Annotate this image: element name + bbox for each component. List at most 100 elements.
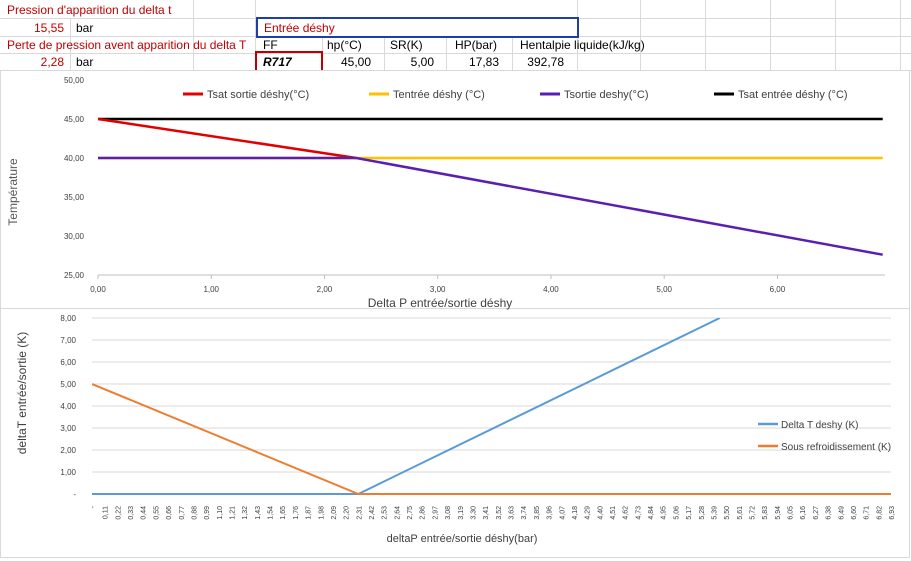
chart2-xtick-label: 2,31 bbox=[356, 506, 363, 520]
chart2-xtick-label: 2,86 bbox=[420, 506, 427, 520]
chart1-ytick-label: 40,00 bbox=[64, 154, 85, 163]
chart2-ytick-label: 1,00 bbox=[60, 468, 76, 477]
chart2-ytick-label: 2,00 bbox=[60, 446, 76, 455]
chart2-series-line bbox=[92, 383, 891, 495]
chart2-xtick-label: 3,85 bbox=[534, 506, 541, 520]
chart2-xtick-label: 3,08 bbox=[445, 506, 452, 520]
chart2-xtick-label: 5,94 bbox=[775, 506, 782, 520]
chart1-legend-label: Tsortie deshy(°C) bbox=[564, 89, 648, 101]
header-hp-bar[interactable]: HP(bar) bbox=[455, 38, 498, 52]
entree-title: Entrée déshy bbox=[264, 21, 335, 35]
chart2-xtick-label: - bbox=[90, 505, 97, 508]
value-ff: R717 bbox=[263, 55, 292, 69]
chart2-xtick-label: 6,16 bbox=[800, 506, 807, 520]
chart2-xtick-label: 2,97 bbox=[432, 506, 439, 520]
chart2-xtick-label: 2,64 bbox=[394, 506, 401, 520]
grid-line bbox=[255, 0, 256, 70]
grid-line bbox=[446, 36, 447, 70]
chart2-xtick-label: 1,98 bbox=[318, 506, 325, 520]
chart2-xtick-label: 1,65 bbox=[280, 506, 287, 520]
cell-loss-value[interactable]: 2,28 bbox=[40, 55, 64, 69]
chart2-xtick-label: 0,33 bbox=[128, 506, 135, 520]
chart2-xtick-label: 3,30 bbox=[470, 506, 477, 520]
chart2-xtick-label: 5,83 bbox=[762, 506, 769, 520]
chart2-xtick-label: 5,17 bbox=[686, 506, 693, 520]
grid-line bbox=[384, 36, 385, 70]
chart2-xtick-label: 5,28 bbox=[699, 506, 706, 520]
chart1-ytick-label: 45,00 bbox=[64, 115, 85, 124]
chart2-ytick-label: 4,00 bbox=[60, 402, 76, 411]
chart1-series-line bbox=[97, 117, 357, 160]
chart2-xtick-label: 3,74 bbox=[521, 506, 528, 520]
chart2-xtick-label: 1,87 bbox=[306, 506, 313, 520]
chart1-xtick-label: 6,00 bbox=[770, 285, 786, 294]
chart1-ytick-label: 35,00 bbox=[64, 193, 85, 202]
chart1-xlabel: Delta P entrée/sortie déshy bbox=[368, 296, 513, 310]
chart2-ytick-label: - bbox=[73, 490, 76, 499]
grid-line bbox=[900, 0, 901, 70]
chart2-xtick-label: 0,22 bbox=[115, 506, 122, 520]
grid-line bbox=[193, 0, 194, 70]
value-sr[interactable]: 5,00 bbox=[410, 55, 434, 69]
chart2-xtick-label: 2,20 bbox=[344, 506, 351, 520]
chart2-xtick-label: 3,41 bbox=[483, 506, 490, 520]
chart2-xlabel: deltaP entrée/sortie déshy(bar) bbox=[387, 533, 538, 545]
value-hentalpie[interactable]: 392,78 bbox=[527, 55, 564, 69]
chart2-xtick-label: 3,63 bbox=[509, 506, 516, 520]
chart1-series-line bbox=[98, 156, 883, 256]
chart2-legend-label: Sous refroidissement (K) bbox=[781, 442, 891, 453]
header-hentalpie[interactable]: Hentalpie liquide(kJ/kg) bbox=[520, 38, 645, 52]
chart2-xtick-label: 0,44 bbox=[141, 506, 148, 520]
header-sr[interactable]: SR(K) bbox=[390, 38, 423, 52]
chart2-xtick-label: 0,66 bbox=[166, 506, 173, 520]
chart2-xtick-label: 4,73 bbox=[635, 506, 642, 520]
chart2-xtick-label: 2,53 bbox=[382, 506, 389, 520]
cell-pressure-value[interactable]: 15,55 bbox=[33, 21, 64, 35]
chart2-xtick-label: 4,51 bbox=[610, 506, 617, 520]
cell-label-loss[interactable]: Perte de pression avent apparition du de… bbox=[7, 38, 247, 52]
chart2-xtick-label: 4,95 bbox=[661, 506, 668, 520]
grid-line bbox=[70, 18, 71, 70]
chart2-xtick-label: 4,62 bbox=[623, 506, 630, 520]
cell-pressure-unit[interactable]: bar bbox=[76, 21, 94, 35]
chart-temperature[interactable] bbox=[0, 70, 910, 310]
chart1-ytick-label: 25,00 bbox=[64, 271, 85, 280]
chart2-xtick-label: 1,21 bbox=[230, 506, 237, 520]
chart2-xtick-label: 6,82 bbox=[876, 506, 883, 520]
chart2-xtick-label: 3,19 bbox=[458, 506, 465, 520]
chart2-xtick-label: 6,71 bbox=[864, 506, 871, 520]
value-hp-bar[interactable]: 17,83 bbox=[468, 55, 499, 69]
chart2-xtick-label: 5,72 bbox=[749, 506, 756, 520]
grid-line bbox=[0, 53, 911, 54]
chart2-ytick-label: 5,00 bbox=[60, 380, 76, 389]
chart2-xtick-label: 1,10 bbox=[217, 506, 224, 520]
chart1-ytick-label: 30,00 bbox=[64, 232, 85, 241]
chart1-xtick-label: 1,00 bbox=[203, 285, 219, 294]
header-hp[interactable]: hp(°C) bbox=[327, 38, 362, 52]
chart2-xtick-label: 6,27 bbox=[813, 506, 820, 520]
chart2-xtick-label: 6,49 bbox=[838, 506, 845, 520]
chart2-ytick-label: 8,00 bbox=[60, 314, 76, 323]
cell-loss-unit[interactable]: bar bbox=[76, 55, 94, 69]
chart1-plot: 25,00 30,00 35,00 40,00 45,00 50,00 0,00 1,00 2,… bbox=[6, 76, 885, 310]
chart2-xtick-label: 2,75 bbox=[407, 506, 414, 520]
chart2-ylabel: deltaT entrée/sortie (K) bbox=[15, 332, 29, 455]
entree-title-box[interactable]: Entrée déshy bbox=[256, 17, 579, 38]
chart2-xtick-label: 0,55 bbox=[153, 506, 160, 520]
grid-line bbox=[705, 0, 706, 70]
chart2-ytick-label: 7,00 bbox=[60, 336, 76, 345]
cell-label-pressure[interactable]: Pression d'apparition du delta t bbox=[7, 3, 172, 17]
header-ff[interactable]: FF bbox=[263, 38, 278, 52]
grid-line bbox=[770, 0, 771, 70]
chart1-xtick-label: 2,00 bbox=[317, 285, 333, 294]
chart2-xtick-label: 5,39 bbox=[711, 506, 718, 520]
chart-delta-t[interactable] bbox=[0, 308, 910, 558]
chart2-xtick-label: 4,29 bbox=[585, 506, 592, 520]
chart2-xtick-label: 2,42 bbox=[369, 506, 376, 520]
chart2-xtick-label: 4,84 bbox=[648, 506, 655, 520]
chart2-xtick-label: 5,50 bbox=[724, 506, 731, 520]
value-hp[interactable]: 45,00 bbox=[340, 55, 371, 69]
chart2-ytick-label: 3,00 bbox=[60, 424, 76, 433]
chart2-xtick-label: 2,09 bbox=[331, 506, 338, 520]
